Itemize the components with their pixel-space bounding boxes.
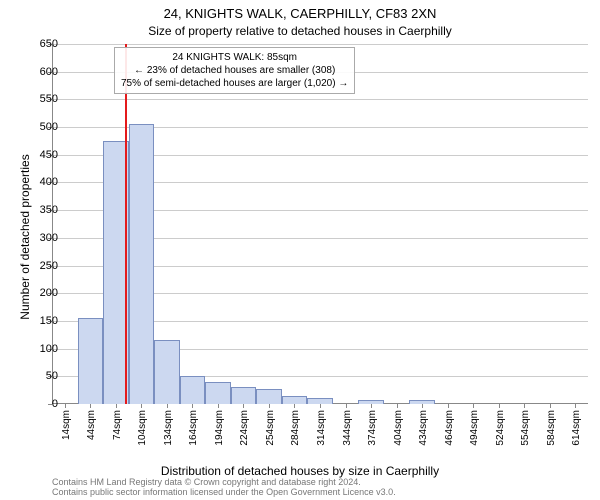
y-tick-label: 150 (28, 315, 58, 327)
x-tick (473, 404, 474, 408)
x-tick-label: 464sqm (444, 410, 455, 446)
marker-line (125, 44, 127, 404)
x-tick (448, 404, 449, 408)
y-tick-label: 650 (28, 38, 58, 50)
x-tick (218, 404, 219, 408)
x-tick (141, 404, 142, 408)
x-tick (422, 404, 423, 408)
y-tick-label: 400 (28, 176, 58, 188)
annotation-line2: ← 23% of detached houses are smaller (30… (121, 64, 348, 77)
annotation-box: 24 KNIGHTS WALK: 85sqm← 23% of detached … (114, 47, 355, 94)
x-tick-label: 14sqm (61, 410, 72, 440)
x-tick-label: 194sqm (214, 410, 225, 446)
x-tick-label: 74sqm (112, 410, 123, 440)
x-tick (550, 404, 551, 408)
y-tick-label: 250 (28, 260, 58, 272)
x-tick (192, 404, 193, 408)
x-tick-label: 554sqm (520, 410, 531, 446)
x-tick (524, 404, 525, 408)
x-tick (65, 404, 66, 408)
histogram-bar (78, 318, 104, 404)
y-tick-label: 200 (28, 287, 58, 299)
grid-line (52, 99, 588, 100)
title-subtitle: Size of property relative to detached ho… (0, 24, 600, 38)
y-tick-label: 550 (28, 93, 58, 105)
x-tick-label: 284sqm (290, 410, 301, 446)
x-tick-label: 404sqm (393, 410, 404, 446)
y-tick-label: 0 (28, 398, 58, 410)
histogram-bar (231, 387, 257, 404)
x-tick (116, 404, 117, 408)
histogram-bar (129, 124, 155, 404)
y-tick-label: 350 (28, 204, 58, 216)
annotation-line3: 75% of semi-detached houses are larger (… (121, 77, 348, 90)
histogram-bar (256, 389, 282, 405)
x-tick (167, 404, 168, 408)
x-tick-label: 614sqm (571, 410, 582, 446)
y-tick-label: 600 (28, 66, 58, 78)
footer-line2: Contains public sector information licen… (52, 488, 396, 498)
x-tick-label: 524sqm (495, 410, 506, 446)
x-tick (346, 404, 347, 408)
x-tick (243, 404, 244, 408)
x-tick-label: 254sqm (265, 410, 276, 446)
x-tick-label: 164sqm (188, 410, 199, 446)
x-tick-label: 314sqm (316, 410, 327, 446)
x-tick-label: 224sqm (239, 410, 250, 446)
x-tick (371, 404, 372, 408)
x-tick (397, 404, 398, 408)
title-address: 24, KNIGHTS WALK, CAERPHILLY, CF83 2XN (0, 6, 600, 21)
x-tick (575, 404, 576, 408)
grid-line (52, 44, 588, 45)
histogram-bar (282, 396, 308, 404)
x-tick (320, 404, 321, 408)
x-tick-label: 44sqm (86, 410, 97, 440)
y-tick-label: 450 (28, 149, 58, 161)
x-tick (269, 404, 270, 408)
x-tick-label: 434sqm (418, 410, 429, 446)
chart-area: 24 KNIGHTS WALK: 85sqm← 23% of detached … (52, 44, 588, 404)
x-tick-label: 374sqm (367, 410, 378, 446)
x-tick-label: 584sqm (546, 410, 557, 446)
y-tick-label: 300 (28, 232, 58, 244)
histogram-bar (154, 340, 180, 404)
y-tick-label: 100 (28, 343, 58, 355)
annotation-line1: 24 KNIGHTS WALK: 85sqm (121, 51, 348, 64)
footer-attribution: Contains HM Land Registry data © Crown c… (52, 478, 396, 498)
x-tick-label: 134sqm (163, 410, 174, 446)
x-axis-label: Distribution of detached houses by size … (0, 464, 600, 478)
x-tick-label: 494sqm (469, 410, 480, 446)
y-tick-label: 500 (28, 121, 58, 133)
x-tick (294, 404, 295, 408)
y-tick-label: 50 (28, 370, 58, 382)
histogram-bar (180, 376, 206, 404)
x-tick (499, 404, 500, 408)
x-tick (90, 404, 91, 408)
histogram-bar (205, 382, 231, 404)
x-tick-label: 344sqm (342, 410, 353, 446)
x-tick-label: 104sqm (137, 410, 148, 446)
